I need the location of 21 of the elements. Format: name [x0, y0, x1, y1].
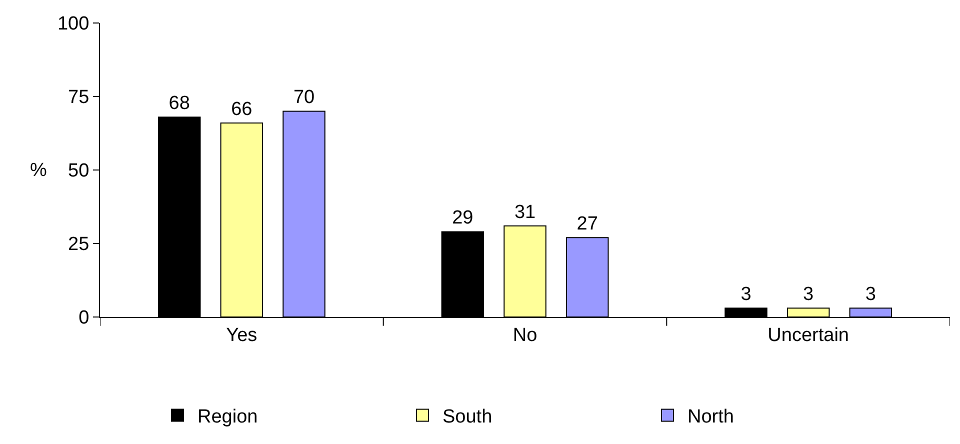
data-label: 3: [740, 284, 752, 306]
x-tick-label: Uncertain: [768, 324, 849, 346]
y-tick-label: 50: [68, 160, 90, 182]
legend-label: South: [442, 406, 492, 428]
x-tick-label: Yes: [226, 324, 258, 346]
legend-label: North: [688, 406, 734, 428]
data-label: 70: [293, 87, 315, 108]
y-tick-label: 100: [57, 14, 90, 35]
y-tick-label: 75: [68, 87, 90, 108]
data-label: 66: [231, 98, 252, 120]
y-tick-label: 0: [78, 308, 90, 329]
legend-label: Region: [198, 406, 258, 428]
data-label: 68: [168, 93, 190, 114]
data-label: 29: [452, 208, 474, 229]
data-label: 31: [514, 202, 536, 223]
y-tick-label: 25: [68, 234, 90, 256]
x-tick-label: No: [512, 324, 538, 346]
data-label: 27: [576, 214, 598, 235]
y-axis-title: %: [30, 160, 47, 181]
data-label: 3: [803, 284, 814, 306]
data-label: 3: [865, 284, 876, 306]
